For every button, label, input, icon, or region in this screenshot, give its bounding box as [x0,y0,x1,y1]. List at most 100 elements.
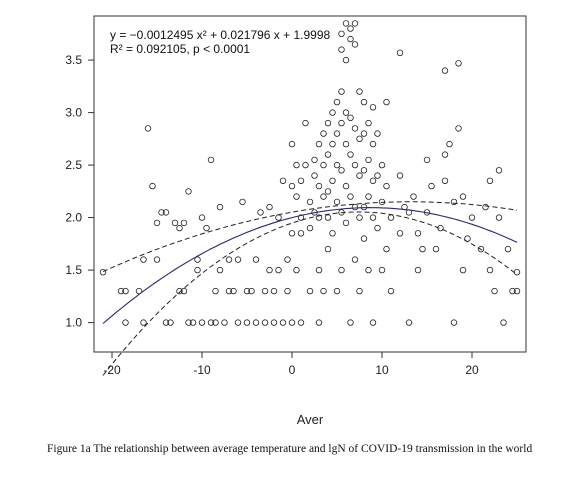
data-point [455,125,462,132]
data-point [270,319,278,326]
data-point [365,156,372,164]
data-point [347,25,354,32]
data-point [360,235,368,242]
data-point [261,287,269,295]
data-point [320,287,327,295]
data-point [216,266,224,274]
data-point [333,98,341,106]
data-point [243,319,251,326]
data-point [180,219,188,227]
data-point [194,266,201,274]
data-point [504,245,512,253]
data-point [198,214,206,221]
data-point [365,119,372,127]
data-point [171,219,179,227]
data-point [266,266,273,274]
x-tick-label: 10 [375,363,389,377]
data-point [212,287,219,295]
data-point [248,287,255,295]
data-point [342,109,350,116]
data-point [342,182,350,190]
data-point [117,287,125,295]
data-point [329,140,336,148]
x-tick-label: -20 [103,363,121,377]
data-point [338,119,345,127]
data-point [225,256,233,263]
data-point [333,130,341,137]
data-point [203,224,210,232]
x-axis: -20 -10 0 10 20 [103,352,479,377]
data-point [162,319,170,326]
data-point [288,230,296,237]
data-point [459,266,467,274]
data-point [387,287,395,295]
data-point [320,193,327,200]
data-point [225,287,233,295]
data-point [500,319,507,326]
data-point [324,245,332,253]
figure-caption: Figure 1a The relationship between avera… [47,443,533,455]
data-point [185,188,192,195]
data-point [513,287,521,295]
data-point [194,256,201,263]
data-point [347,114,354,121]
data-point [266,203,273,211]
data-point [405,319,413,326]
data-point [441,151,449,158]
data-point [387,214,395,221]
data-point [351,203,359,211]
data-point [333,161,341,169]
data-point [140,319,147,326]
data-point [347,35,354,43]
data-point [347,151,354,158]
x-tick-label: -10 [193,363,211,377]
data-point [446,140,453,148]
data-point [396,172,404,179]
data-point [158,209,165,216]
data-point [207,319,215,326]
data-point [351,256,359,263]
data-point [374,224,381,232]
data-point [243,287,251,295]
data-point [302,161,309,169]
data-point [297,230,305,237]
data-point [360,98,368,106]
data-point [513,269,521,276]
data-point [414,230,422,237]
data-point [396,230,404,237]
data-point [441,67,449,74]
data-point [279,319,287,326]
data-point [234,319,242,326]
fit-line [102,207,518,324]
data-point [288,182,296,190]
data-point [369,140,377,148]
data-point [221,319,228,326]
data-point [315,266,323,274]
data-point [275,214,282,221]
data-point [297,319,305,326]
data-point [324,151,332,158]
upper-confidence-line [102,201,518,273]
data-point [365,193,372,200]
data-point [383,182,390,190]
data-point [311,156,318,164]
data-point [419,245,426,253]
data-point [356,135,363,142]
data-point [356,172,363,179]
data-point [477,245,485,253]
data-point [239,198,246,206]
data-point [315,140,323,148]
fit-curves [102,201,518,376]
y-tick-label: 1.0 [65,316,82,330]
data-point [338,167,345,174]
data-point [342,140,350,148]
data-point [369,214,377,221]
data-point [176,287,183,295]
data-point [279,177,287,184]
data-point [270,287,278,295]
data-point [252,256,260,263]
data-point [329,109,336,116]
data-point [347,319,354,326]
data-point [360,203,368,211]
data-point [207,156,215,164]
